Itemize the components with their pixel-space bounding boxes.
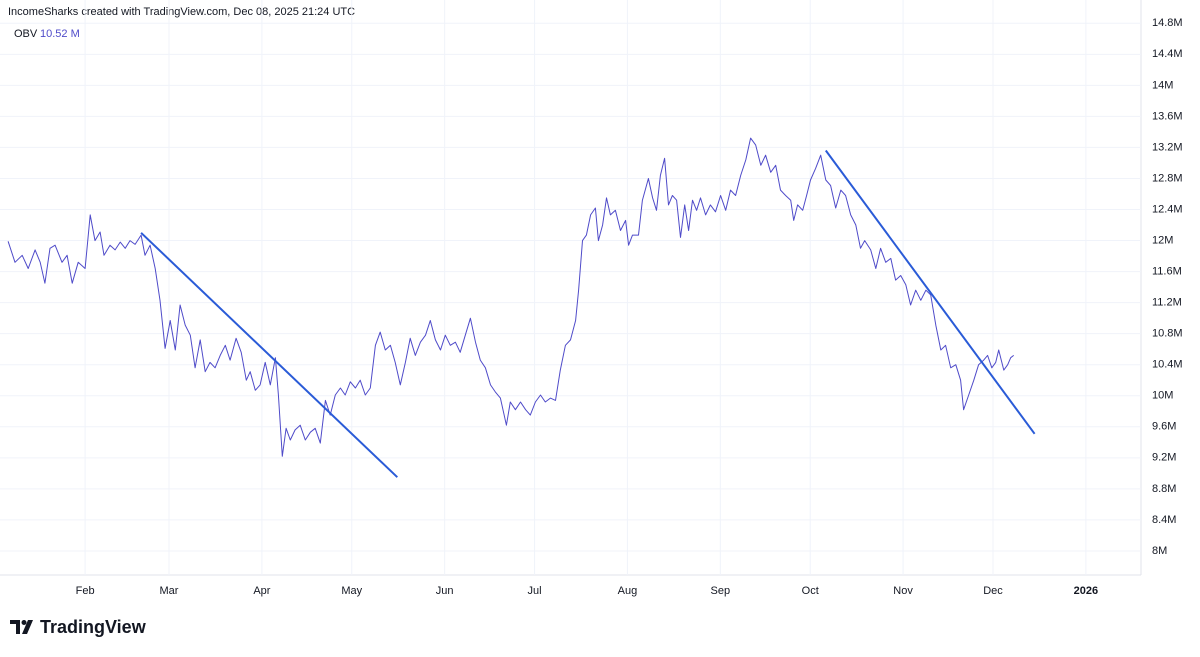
x-tick-label: Jun (436, 585, 454, 597)
y-tick-label: 12.8M (1152, 172, 1183, 184)
x-tick-label: Mar (160, 585, 179, 597)
x-tick-label: May (341, 585, 362, 597)
y-tick-label: 12M (1152, 234, 1173, 246)
header: IncomeSharks created with TradingView.co… (8, 6, 355, 18)
y-tick-label: 14.4M (1152, 48, 1183, 60)
x-tick-label: Apr (253, 585, 270, 597)
y-tick-label: 12.4M (1152, 203, 1183, 215)
y-tick-label: 9.6M (1152, 421, 1176, 433)
x-tick-label: 2026 (1074, 585, 1098, 597)
y-tick-label: 8.8M (1152, 483, 1176, 495)
obv-line (7, 137, 1015, 457)
brand-logo (10, 620, 33, 634)
x-tick-label: Sep (711, 585, 731, 597)
y-tick-label: 8.4M (1152, 514, 1176, 526)
y-tick-label: 13.6M (1152, 110, 1183, 122)
legend-name: OBV (14, 28, 38, 40)
trend-line (824, 149, 1036, 435)
trend-line (140, 232, 398, 478)
x-tick-label: Jul (528, 585, 542, 597)
y-tick-label: 10M (1152, 390, 1173, 402)
y-tick-label: 10.4M (1152, 359, 1183, 371)
x-tick-label: Dec (983, 585, 1003, 597)
y-tick-label: 14.8M (1152, 17, 1183, 29)
y-tick-label: 8M (1152, 545, 1167, 557)
brand-name: TradingView (40, 617, 147, 637)
x-tick-label: Nov (893, 585, 913, 597)
y-tick-label: 14M (1152, 79, 1173, 91)
legend-value: 10.52 M (40, 28, 80, 40)
y-tick-label: 11.6M (1152, 265, 1182, 277)
y-tick-label: 9.2M (1152, 452, 1176, 464)
y-tick-label: 11.2M (1152, 297, 1182, 309)
y-tick-label: 13.2M (1152, 141, 1183, 153)
x-tick-label: Aug (618, 585, 638, 597)
y-tick-label: 10.8M (1152, 328, 1183, 340)
x-tick-label: Oct (802, 585, 819, 597)
x-tick-label: Feb (76, 585, 95, 597)
